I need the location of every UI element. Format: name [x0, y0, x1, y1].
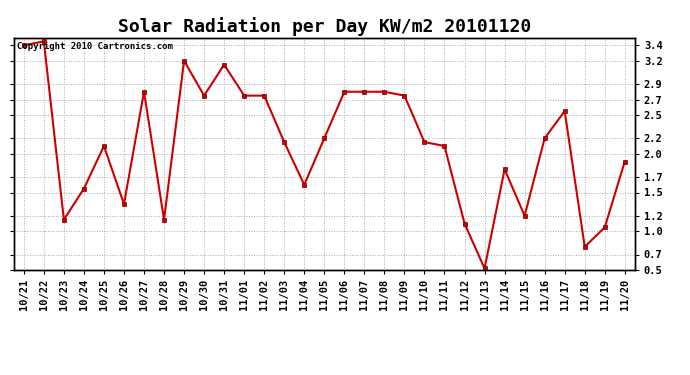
- Text: Copyright 2010 Cartronics.com: Copyright 2010 Cartronics.com: [17, 42, 172, 51]
- Title: Solar Radiation per Day KW/m2 20101120: Solar Radiation per Day KW/m2 20101120: [118, 17, 531, 36]
